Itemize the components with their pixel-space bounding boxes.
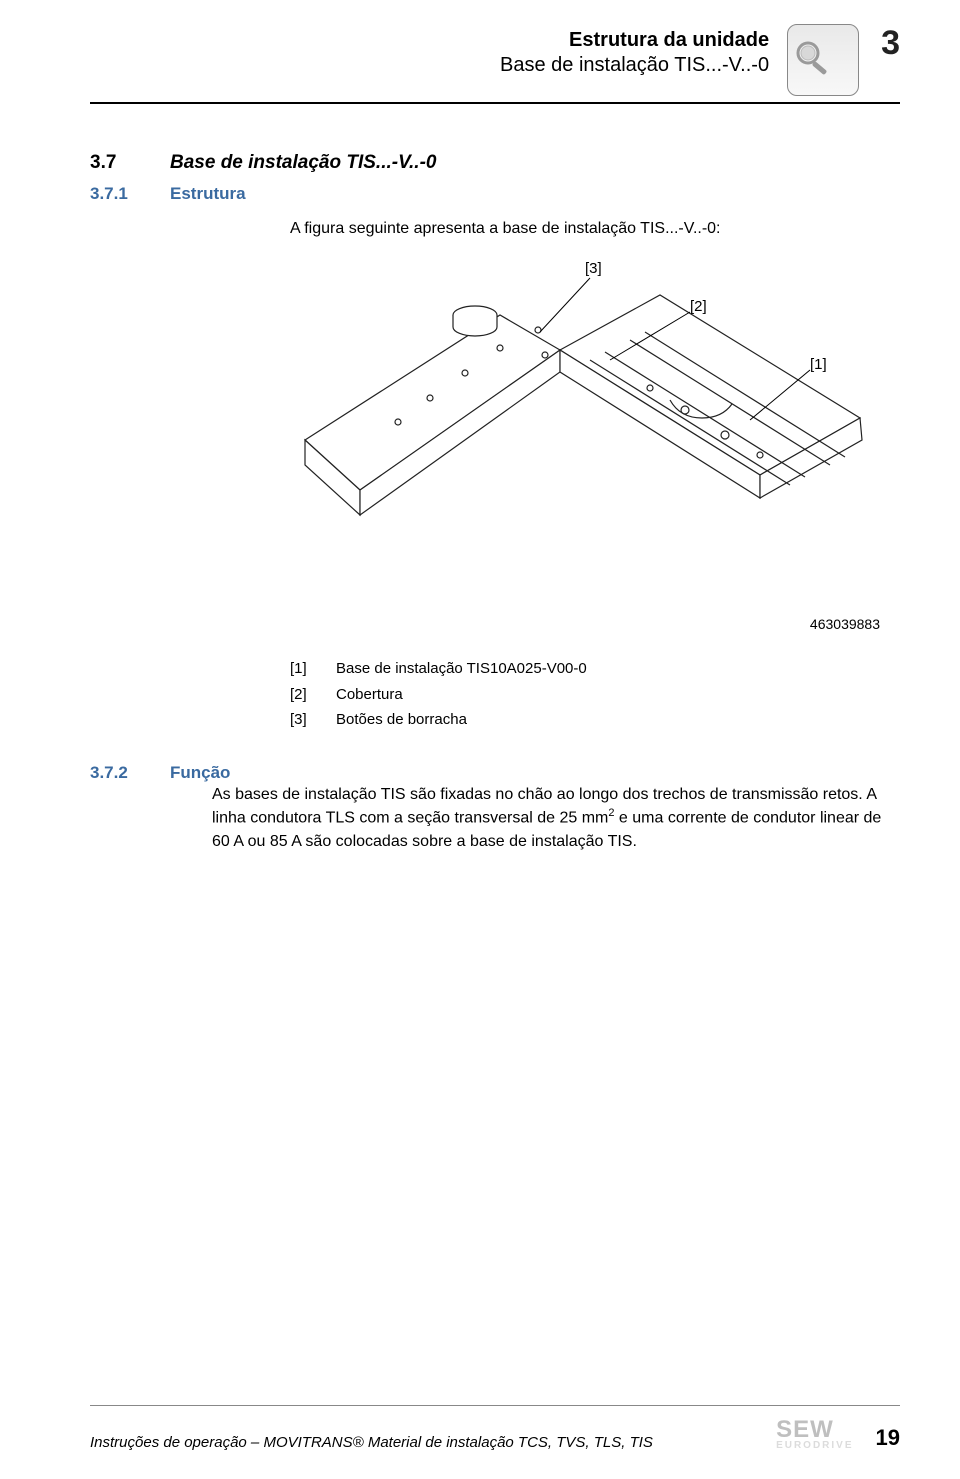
sew-logo: SEW EURODRIVE bbox=[776, 1416, 853, 1451]
page-footer: Instruções de operação – MOVITRANS® Mate… bbox=[90, 1405, 900, 1451]
subsection2-paragraph: As bases de instalação TIS são fixadas n… bbox=[212, 783, 900, 853]
subsection1-title: Estrutura bbox=[170, 184, 246, 204]
installation-base-figure: [3] [2] [1] bbox=[290, 260, 880, 610]
header-title-sub: Base de instalação TIS...-V..-0 bbox=[90, 53, 769, 78]
chapter-number: 3 bbox=[881, 24, 900, 63]
subsection2-title: Função bbox=[170, 763, 230, 783]
callout-1: [1] bbox=[810, 356, 827, 373]
legend-key: [1] bbox=[290, 656, 322, 682]
section-title: Base de instalação TIS...-V..-0 bbox=[170, 152, 436, 174]
section-number: 3.7 bbox=[90, 152, 148, 174]
magnifier-icon bbox=[794, 39, 834, 79]
legend-row: [3] Botões de borracha bbox=[290, 707, 900, 733]
logo-sub: EURODRIVE bbox=[776, 1440, 853, 1451]
footer-text: Instruções de operação – MOVITRANS® Mate… bbox=[90, 1434, 653, 1451]
header-title-bold: Estrutura da unidade bbox=[90, 28, 769, 53]
page-header: Estrutura da unidade Base de instalação … bbox=[90, 24, 900, 96]
chapter-badge bbox=[787, 24, 859, 96]
figure-number: 463039883 bbox=[290, 616, 880, 632]
subsection1-number: 3.7.1 bbox=[90, 184, 148, 204]
legend-key: [3] bbox=[290, 707, 322, 733]
callout-2: [2] bbox=[690, 298, 707, 315]
figure-legend: [1] Base de instalação TIS10A025-V00-0 [… bbox=[290, 656, 900, 733]
legend-text: Botões de borracha bbox=[336, 707, 467, 733]
subsection2-number: 3.7.2 bbox=[90, 763, 148, 783]
header-rule bbox=[90, 102, 900, 104]
legend-row: [2] Cobertura bbox=[290, 682, 900, 708]
legend-text: Cobertura bbox=[336, 682, 403, 708]
legend-text: Base de instalação TIS10A025-V00-0 bbox=[336, 656, 587, 682]
page-number: 19 bbox=[876, 1425, 900, 1451]
legend-key: [2] bbox=[290, 682, 322, 708]
callout-3: [3] bbox=[585, 260, 602, 277]
subsection1-lead: A figura seguinte apresenta a base de in… bbox=[290, 218, 900, 240]
legend-row: [1] Base de instalação TIS10A025-V00-0 bbox=[290, 656, 900, 682]
figure-wrap: [3] [2] [1] 463039883 bbox=[290, 260, 900, 632]
